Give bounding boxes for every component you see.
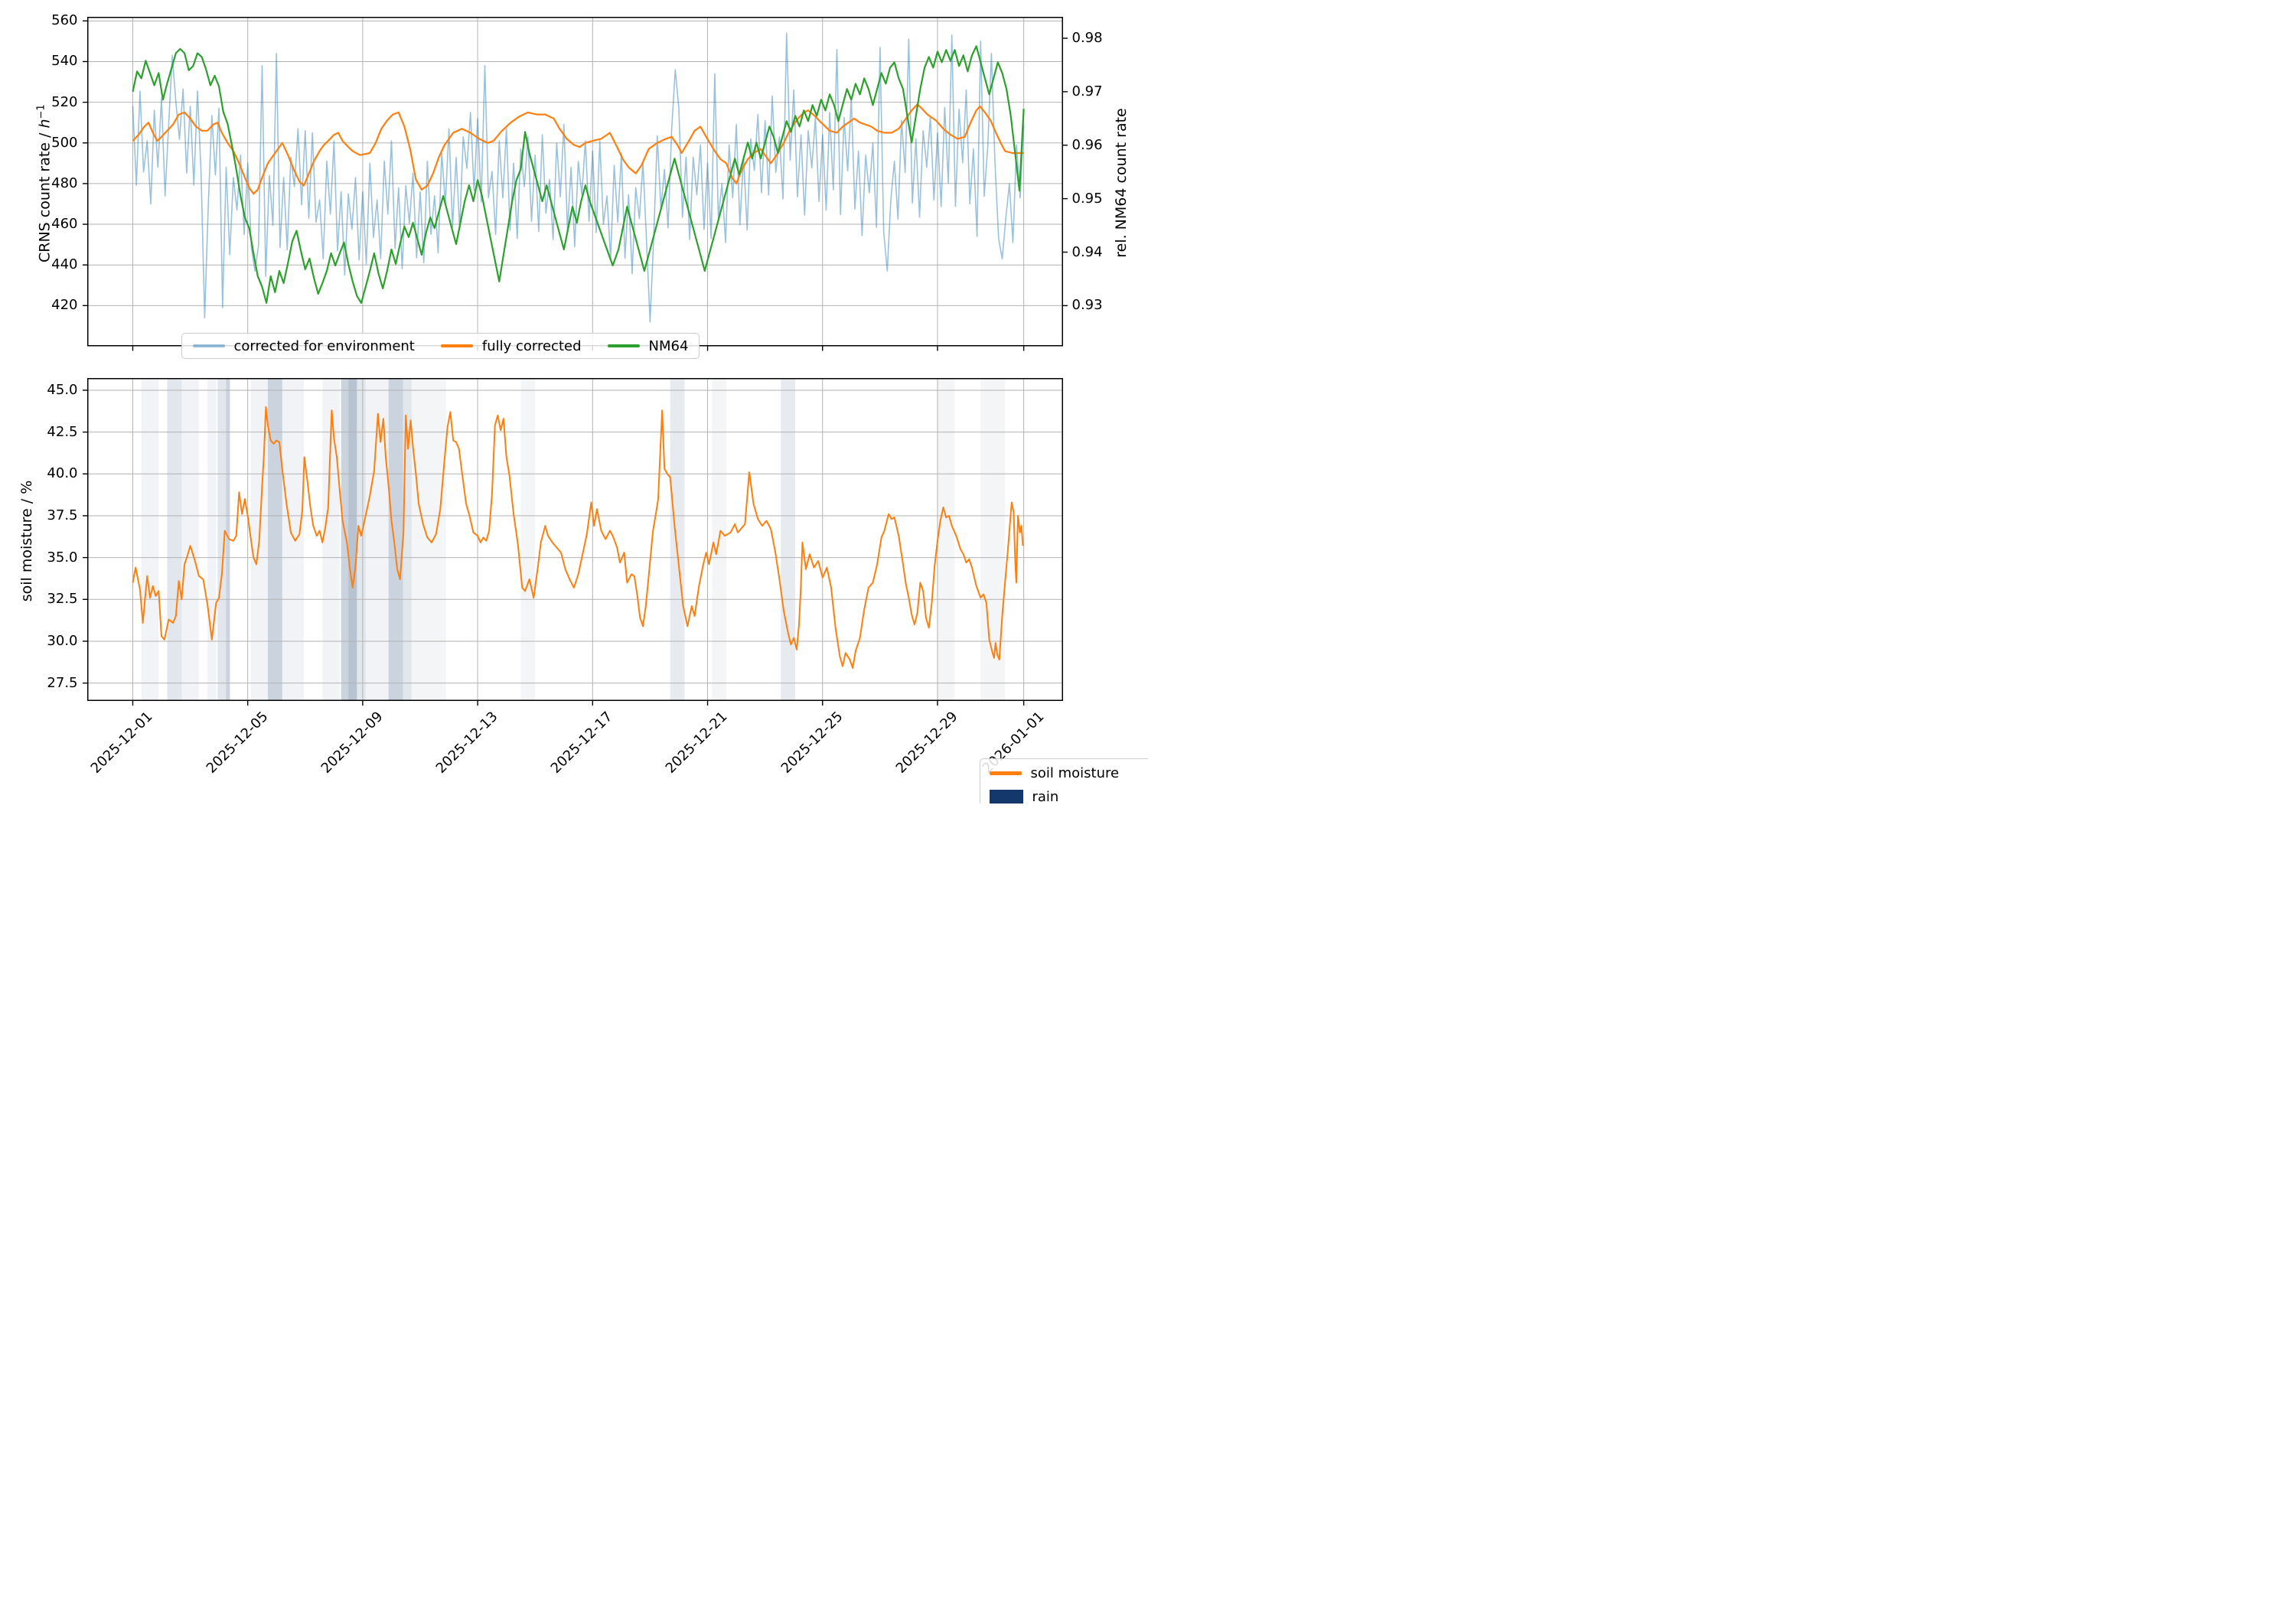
rain-patch-swatch — [989, 790, 1023, 804]
x-tick-label: 2025-12-21 — [628, 709, 731, 777]
crns-y-tick-label: 560 — [51, 12, 78, 29]
corrected-env-line-swatch — [192, 344, 225, 348]
soil-moisture-line-swatch — [989, 771, 1022, 775]
x-tick-label-text: 2025-12-17 — [547, 709, 616, 777]
x-tick-label-text: 2025-12-21 — [663, 709, 731, 777]
soil-legend: soil moisture rain — [979, 758, 1149, 804]
nm64-y-tick-label: 0.93 — [1071, 297, 1103, 314]
nm64-line — [131, 45, 1025, 304]
legend-label: corrected for environment — [233, 337, 415, 354]
soil-y-tick-label: 45.0 — [47, 381, 78, 398]
soil-moisture-axes: soil moisture rain — [82, 378, 1148, 804]
rain-span — [520, 378, 535, 701]
rain-span — [282, 378, 304, 701]
x-tick-label: 2026-01-01 — [944, 709, 1047, 777]
crns-y-tick-label: 420 — [51, 297, 78, 314]
rain-span — [207, 378, 216, 701]
ylabel-var: h — [36, 119, 54, 129]
rain-span — [341, 378, 348, 701]
x-tick-label: 2025-12-05 — [168, 709, 271, 777]
nm64-line-swatch — [607, 344, 640, 348]
soil-y-tick-label: 40.0 — [47, 465, 78, 482]
x-tick-label-text: 2025-12-13 — [432, 709, 501, 777]
x-tick-label-text: 2025-12-25 — [778, 709, 846, 777]
legend-entry-corrected-env: corrected for environment — [192, 337, 415, 354]
soil-y-tick-label: 42.5 — [47, 423, 78, 440]
soil-y-tick-label: 30.0 — [47, 632, 78, 649]
crns-legend: corrected for environment fully correcte… — [181, 333, 700, 359]
rain-span — [670, 378, 684, 701]
soil-plot-area — [82, 378, 1063, 706]
crns-y-tick-label: 460 — [51, 216, 78, 233]
legend-entry-soil-moisture: soil moisture — [989, 765, 1149, 781]
crns-y-tick-label: 540 — [51, 53, 78, 70]
rain-span — [217, 378, 227, 701]
x-tick-label-text: 2025-12-09 — [318, 709, 386, 777]
rain-span — [167, 378, 181, 701]
legend-label: NM64 — [648, 337, 689, 354]
crns-y-tick-label: 500 — [51, 134, 78, 151]
crns-y-tick-label: 440 — [51, 256, 78, 273]
rain-span — [321, 378, 340, 701]
rain-span — [780, 378, 795, 701]
x-tick-label: 2025-12-29 — [857, 709, 960, 777]
corrected-for-environment-line — [132, 32, 1024, 323]
legend-entry-fully-corrected: fully corrected — [440, 337, 582, 354]
x-tick-label: 2025-12-01 — [53, 709, 156, 777]
x-tick-label: 2025-12-13 — [398, 709, 501, 777]
rain-span — [181, 378, 199, 701]
fully-corrected-line-swatch — [440, 344, 473, 348]
crns-count-rate-axes: corrected for environment fully correcte… — [82, 17, 1068, 359]
legend-entry-nm64: NM64 — [607, 337, 689, 354]
rain-span — [226, 378, 230, 701]
legend-label: rain — [1032, 789, 1059, 804]
rain-span — [141, 378, 158, 701]
x-tick-label: 2025-12-17 — [513, 709, 616, 777]
soil-y-tick-label: 35.0 — [47, 549, 78, 566]
x-tick-label-text: 2025-12-01 — [87, 709, 156, 777]
legend-label: soil moisture — [1030, 765, 1120, 781]
rain-span — [403, 378, 412, 701]
nm64-y-tick-label: 0.94 — [1071, 243, 1103, 260]
soil-y-tick-label: 27.5 — [47, 674, 78, 691]
legend-label: fully corrected — [481, 337, 582, 354]
soil-y-tick-label: 37.5 — [47, 507, 78, 523]
rain-span — [347, 378, 357, 701]
nm64-y-tick-label: 0.96 — [1071, 136, 1103, 153]
figure: corrected for environment fully correcte… — [0, 0, 1148, 804]
rain-span — [937, 378, 954, 701]
nm64-y-tick-label: 0.97 — [1071, 83, 1103, 99]
nm64-y-tick-label: 0.95 — [1071, 190, 1103, 207]
rain-span — [267, 378, 282, 701]
crns-y-tick-label: 520 — [51, 93, 78, 110]
soil-y-tick-label: 32.5 — [47, 591, 78, 608]
legend-entry-rain: rain — [989, 789, 1149, 804]
x-tick-label: 2025-12-25 — [742, 709, 846, 777]
axes-spine — [86, 378, 1063, 701]
crns-plot-area — [82, 17, 1068, 351]
soil-moisture-line — [132, 406, 1023, 669]
fully-corrected-line — [132, 103, 1024, 195]
rain-span — [356, 378, 366, 701]
nm64-y-tick-label: 0.98 — [1071, 29, 1103, 46]
x-tick-label: 2025-12-09 — [282, 709, 386, 777]
x-tick-label-text: 2025-12-05 — [203, 709, 272, 777]
rain-span — [388, 378, 403, 701]
crns-y-tick-label: 480 — [51, 174, 78, 191]
